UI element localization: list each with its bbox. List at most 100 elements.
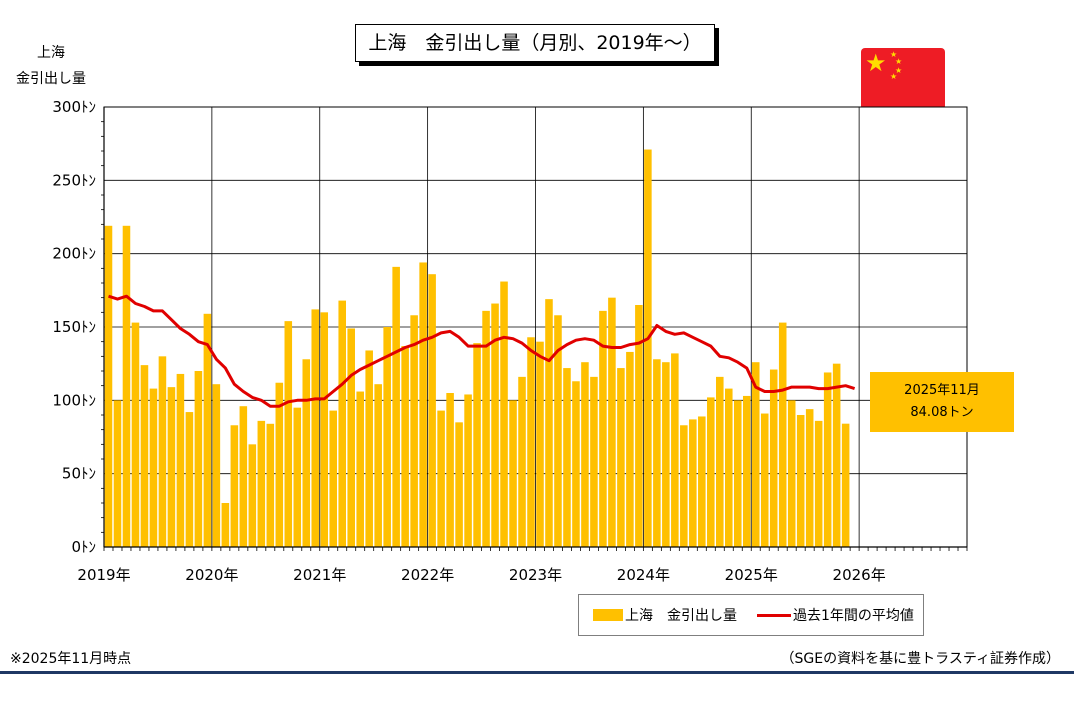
bar <box>751 362 760 547</box>
bar <box>140 365 149 547</box>
bar <box>500 281 508 547</box>
average-line-series <box>108 294 856 408</box>
bar <box>428 274 436 547</box>
plot-grid <box>103 106 968 548</box>
legend: 上海 金引出し量 過去1年間の平均値 <box>578 594 924 636</box>
y-tick-label: 50ﾄﾝ <box>62 465 96 483</box>
bar <box>716 376 724 547</box>
bar <box>158 356 167 547</box>
bar <box>446 393 454 547</box>
bar <box>194 371 203 547</box>
bar <box>617 368 625 547</box>
bar <box>410 315 418 547</box>
bar <box>518 376 526 547</box>
bar <box>590 376 598 547</box>
legend-bar-swatch <box>593 609 623 621</box>
callout-value: 84.08トン <box>910 405 974 420</box>
bar <box>419 262 427 547</box>
y-tick-label: 0ﾄﾝ <box>71 538 96 556</box>
x-tick-label: 2024年 <box>617 566 670 584</box>
bar <box>527 337 535 547</box>
bar <box>742 395 751 547</box>
average-line <box>108 294 856 408</box>
bar <box>832 363 841 547</box>
x-tick-label: 2025年 <box>725 566 778 584</box>
bar <box>698 416 706 547</box>
y-tick-label: 200ﾄﾝ <box>52 245 96 263</box>
bar <box>365 350 373 547</box>
bar <box>482 310 490 547</box>
callout-date: 2025年11月 <box>904 383 980 398</box>
bar <box>760 413 769 547</box>
bar <box>554 315 562 547</box>
bar <box>536 341 544 547</box>
bar <box>356 391 364 547</box>
bar <box>680 425 688 547</box>
bar <box>338 300 346 547</box>
bar <box>347 328 355 547</box>
x-tick-label: 2021年 <box>293 566 346 584</box>
bar <box>383 327 391 547</box>
bar <box>275 382 284 547</box>
bar <box>374 384 382 547</box>
bar <box>266 423 275 547</box>
legend-bar-label: 上海 金引出し量 <box>625 608 737 624</box>
legend-line-label: 過去1年間の平均値 <box>793 608 914 624</box>
bar <box>823 372 832 547</box>
bar <box>302 359 311 547</box>
bar <box>113 400 122 547</box>
y-axis-title-line2: 金引出し量 <box>16 71 86 87</box>
bar <box>455 422 463 547</box>
bar <box>248 444 257 547</box>
bar <box>176 373 185 547</box>
bar <box>230 425 239 547</box>
footnote: ※2025年11月時点 <box>10 651 132 667</box>
bar <box>796 415 805 547</box>
bar <box>212 384 221 547</box>
legend-line-swatch <box>757 613 791 617</box>
bar <box>662 362 670 547</box>
bar <box>239 406 248 547</box>
bar <box>329 410 338 547</box>
x-tick-label: 2020年 <box>185 566 238 584</box>
y-tick-label: 300ﾄﾝ <box>52 98 96 116</box>
bar <box>626 351 634 547</box>
bar <box>293 407 302 547</box>
x-tick-label: 2026年 <box>833 566 886 584</box>
x-tick-label: 2019年 <box>77 566 130 584</box>
bar <box>841 423 850 547</box>
bar <box>787 400 796 547</box>
bar <box>167 387 176 547</box>
bar <box>599 310 607 547</box>
y-axis-title: 上海 金引出し量 <box>10 40 92 92</box>
y-tick-label: 150ﾄﾝ <box>52 318 96 336</box>
bar <box>725 388 733 547</box>
bar <box>491 303 499 547</box>
bar-series <box>104 149 850 548</box>
bar <box>509 400 517 547</box>
bar <box>401 346 409 547</box>
bar <box>122 225 131 548</box>
y-tick-label: 250ﾄﾝ <box>52 171 96 189</box>
bar <box>131 322 140 547</box>
bar <box>545 299 553 547</box>
x-tick-label: 2023年 <box>509 566 562 584</box>
bar <box>257 420 266 547</box>
chart-title: 上海 金引出し量（月別、2019年～） <box>355 24 715 62</box>
bar <box>635 305 643 547</box>
bar <box>311 309 320 547</box>
bar <box>581 362 589 547</box>
bar <box>608 297 616 547</box>
bar <box>185 412 194 547</box>
bar <box>653 359 661 547</box>
bar <box>689 419 697 547</box>
bar <box>671 353 679 547</box>
bar <box>473 343 481 547</box>
bar <box>733 400 742 547</box>
bar <box>284 321 293 547</box>
bar <box>644 149 652 548</box>
y-tick-label: 100ﾄﾝ <box>52 391 96 409</box>
x-tick-label: 2022年 <box>401 566 454 584</box>
bar <box>203 313 212 547</box>
